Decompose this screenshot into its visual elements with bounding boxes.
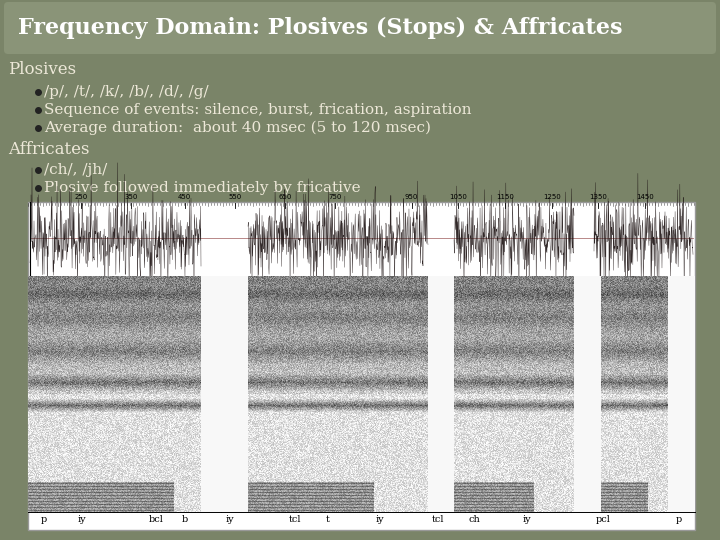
Text: 450: 450 (178, 194, 192, 200)
Text: p: p (675, 516, 682, 524)
Text: 1250: 1250 (543, 194, 560, 200)
Text: Affricates: Affricates (8, 141, 89, 159)
Text: /ch/, /jh/: /ch/, /jh/ (44, 163, 107, 177)
Text: Frequency Domain: Plosives (Stops) & Affricates: Frequency Domain: Plosives (Stops) & Aff… (18, 17, 623, 39)
Text: tcl: tcl (289, 516, 301, 524)
Text: Plosive followed immediately by fricative: Plosive followed immediately by fricativ… (44, 181, 361, 195)
Text: 1350: 1350 (590, 194, 607, 200)
Text: iy: iy (522, 516, 531, 524)
Text: 250: 250 (75, 194, 88, 200)
Text: 1150: 1150 (496, 194, 514, 200)
Text: ch: ch (469, 516, 481, 524)
Text: iy: iy (225, 516, 234, 524)
Text: 650: 650 (278, 194, 292, 200)
Text: 350: 350 (125, 194, 138, 200)
Text: b: b (182, 516, 189, 524)
Text: p: p (40, 516, 47, 524)
Bar (28, 202, 695, 530)
Text: bcl: bcl (149, 516, 163, 524)
Text: tcl: tcl (432, 516, 445, 524)
FancyBboxPatch shape (4, 2, 716, 54)
Text: Average duration:  about 40 msec (5 to 120 msec): Average duration: about 40 msec (5 to 12… (44, 121, 431, 135)
Text: t: t (325, 516, 329, 524)
Text: 1450: 1450 (636, 194, 654, 200)
Text: iy: iy (77, 516, 86, 524)
Text: Plosives: Plosives (8, 62, 76, 78)
Text: 1050: 1050 (449, 194, 467, 200)
Text: pcl: pcl (595, 516, 611, 524)
Text: Sequence of events: silence, burst, frication, aspiration: Sequence of events: silence, burst, fric… (44, 103, 472, 117)
Text: 950: 950 (405, 194, 418, 200)
Text: /p/, /t/, /k/, /b/, /d/, /g/: /p/, /t/, /k/, /b/, /d/, /g/ (44, 85, 209, 99)
Text: 750: 750 (328, 194, 341, 200)
Text: 550: 550 (228, 194, 241, 200)
Text: iy: iy (376, 516, 384, 524)
